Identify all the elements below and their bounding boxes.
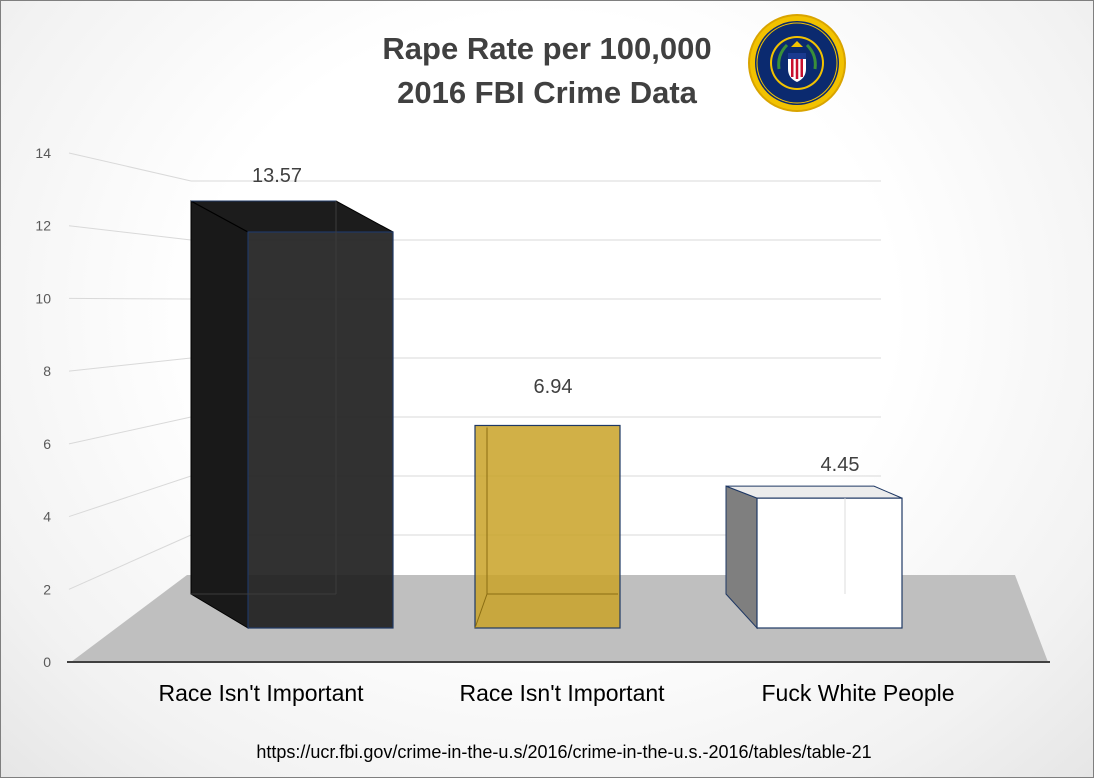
chart-title-line-1: Rape Rate per 100,000 xyxy=(382,31,711,66)
bar-3 xyxy=(725,485,903,630)
gridline-diagonal xyxy=(68,225,192,241)
y-tick-label: 2 xyxy=(43,581,51,597)
y-tick-label: 4 xyxy=(43,509,51,525)
bar-front-face xyxy=(756,497,903,629)
chart-title-line-2: 2016 FBI Crime Data xyxy=(397,75,698,110)
gridline-diagonal xyxy=(68,152,192,182)
y-tick-label: 8 xyxy=(43,363,51,379)
bar-side-face xyxy=(190,200,249,629)
x-axis: Race Isn't Important Race Isn't Important… xyxy=(158,680,954,706)
gridline-diagonal xyxy=(68,534,192,590)
chart-title: Rape Rate per 100,000 2016 FBI Crime Dat… xyxy=(382,31,711,110)
data-label-3: 4.45 xyxy=(821,454,860,476)
bars xyxy=(190,200,903,630)
data-labels: 13.57 6.94 4.45 xyxy=(252,165,860,476)
bar-front-face xyxy=(474,424,621,629)
source-url: https://ucr.fbi.gov/crime-in-the-u.s/201… xyxy=(256,742,871,762)
y-tick-label: 12 xyxy=(35,218,51,234)
bar-edge xyxy=(474,593,488,629)
x-category-label: Fuck White People xyxy=(761,680,954,706)
y-tick-label: 14 xyxy=(35,145,51,161)
bar-front-face xyxy=(247,231,394,629)
fbi-seal-logo xyxy=(748,14,846,112)
x-category-label: Race Isn't Important xyxy=(158,680,364,706)
y-tick-label: 10 xyxy=(35,290,51,306)
data-label-2: 6.94 xyxy=(534,376,573,398)
y-tick-label: 0 xyxy=(43,654,51,670)
data-label-1: 13.57 xyxy=(252,165,302,187)
x-category-label: Race Isn't Important xyxy=(459,680,665,706)
y-axis: 0 2 4 6 8 10 12 14 xyxy=(35,145,51,670)
gridline-diagonal xyxy=(68,475,192,518)
bar-top-face xyxy=(725,485,903,499)
y-tick-label: 6 xyxy=(43,436,51,452)
gridline-diagonal xyxy=(68,357,192,372)
gridline-diagonal xyxy=(68,297,192,300)
bar-1 xyxy=(190,200,394,629)
gridline-diagonal xyxy=(68,416,192,445)
bar-2 xyxy=(474,424,621,629)
